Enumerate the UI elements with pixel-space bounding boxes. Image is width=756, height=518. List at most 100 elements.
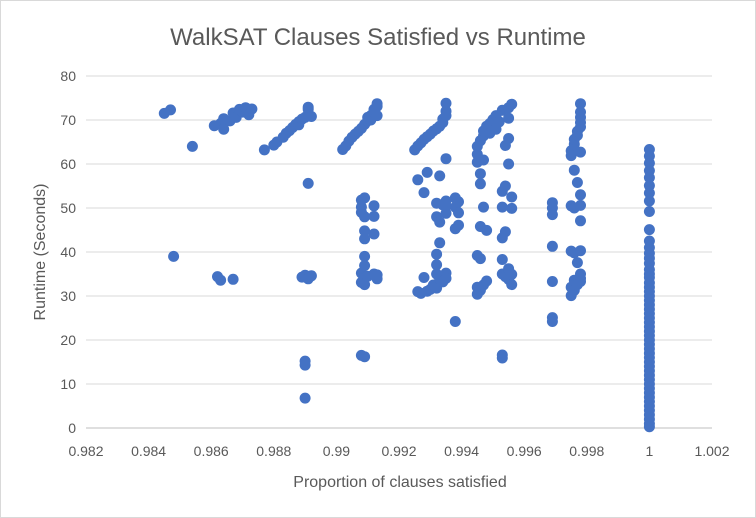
data-point	[431, 248, 443, 260]
data-point	[359, 225, 371, 237]
data-point	[215, 274, 227, 286]
y-tick-label: 0	[68, 420, 76, 436]
data-point	[371, 98, 383, 110]
data-point	[575, 98, 586, 110]
chart-title: WalkSAT Clauses Satisfied vs Runtime	[170, 24, 586, 51]
data-point	[431, 259, 443, 271]
data-point	[359, 233, 371, 245]
data-point	[503, 112, 515, 124]
data-point	[499, 226, 511, 238]
data-point	[440, 105, 452, 117]
data-point	[418, 187, 430, 199]
data-point	[575, 189, 586, 201]
data-point	[496, 254, 508, 265]
x-tick-label: 0.992	[381, 443, 416, 459]
data-point	[575, 199, 586, 211]
data-point	[546, 316, 558, 327]
data-point	[643, 172, 655, 184]
data-point	[434, 170, 446, 182]
data-point	[481, 224, 493, 236]
data-point	[474, 253, 486, 265]
x-tick-label: 1	[646, 443, 654, 459]
data-point	[434, 237, 446, 249]
x-tick-label: 0.998	[569, 443, 604, 459]
data-point	[359, 192, 371, 204]
x-axis-label: Proportion of clauses satisfied	[293, 474, 506, 491]
data-point	[643, 224, 655, 236]
data-point	[218, 123, 230, 135]
y-tick-label: 10	[60, 376, 76, 392]
data-point	[305, 270, 317, 282]
data-point	[506, 279, 518, 291]
data-point	[506, 202, 518, 214]
data-point	[421, 166, 433, 178]
y-tick-label: 50	[60, 200, 76, 216]
data-point	[440, 272, 452, 284]
data-point	[575, 106, 586, 118]
data-point	[643, 206, 655, 217]
data-point	[302, 101, 314, 113]
data-point	[575, 146, 586, 158]
data-point	[575, 245, 586, 257]
y-tick-label: 30	[60, 288, 76, 304]
y-axis-label: Runtime (Seconds)	[32, 184, 49, 321]
x-tick-label: 0.996	[507, 443, 542, 459]
data-point	[481, 275, 493, 287]
data-point	[503, 133, 515, 144]
data-point	[227, 273, 239, 285]
data-point	[546, 276, 558, 287]
data-point	[246, 103, 258, 115]
data-point	[368, 210, 380, 222]
x-tick-label: 0.99	[323, 443, 350, 459]
data-point	[371, 110, 383, 122]
data-point	[258, 144, 270, 156]
data-point	[165, 104, 176, 116]
data-point	[168, 250, 180, 262]
data-point	[571, 257, 583, 269]
data-point	[643, 421, 655, 433]
data-point	[449, 316, 461, 327]
data-point	[440, 207, 452, 219]
y-tick-label: 40	[60, 244, 76, 260]
data-points	[158, 97, 655, 433]
data-point	[506, 98, 518, 110]
data-point	[368, 200, 380, 212]
data-point	[440, 153, 452, 165]
y-axis-ticks: 0 10 20 30 40 50 60 70 80	[60, 68, 76, 436]
data-point	[565, 150, 577, 162]
data-point	[302, 177, 314, 189]
gridlines	[86, 75, 712, 385]
data-point	[478, 201, 489, 213]
data-point	[496, 352, 508, 364]
data-point	[571, 177, 583, 188]
data-point	[506, 191, 518, 203]
x-tick-label: 0.988	[256, 443, 291, 459]
data-point	[568, 164, 580, 176]
data-point	[434, 216, 446, 228]
data-point	[368, 228, 380, 240]
x-axis-ticks: 0.982 0.984 0.986 0.988 0.99 0.992 0.994 0.996 0…	[68, 443, 729, 459]
data-point	[453, 196, 464, 208]
data-point	[359, 351, 371, 363]
y-tick-label: 20	[60, 332, 76, 348]
x-tick-label: 0.986	[194, 443, 229, 459]
data-point	[478, 154, 489, 166]
data-point	[643, 187, 655, 199]
data-point	[418, 272, 430, 283]
data-point	[299, 359, 311, 371]
data-point	[474, 168, 486, 180]
data-point	[453, 219, 464, 231]
data-point	[359, 279, 371, 291]
y-tick-label: 80	[60, 68, 76, 84]
data-point	[474, 178, 486, 190]
data-point	[503, 158, 515, 170]
data-point	[299, 392, 311, 404]
data-point	[506, 268, 518, 280]
x-tick-label: 1.002	[694, 443, 729, 459]
data-point	[186, 140, 198, 152]
data-point	[546, 209, 558, 221]
data-point	[359, 260, 371, 272]
x-tick-label: 0.994	[444, 443, 479, 459]
